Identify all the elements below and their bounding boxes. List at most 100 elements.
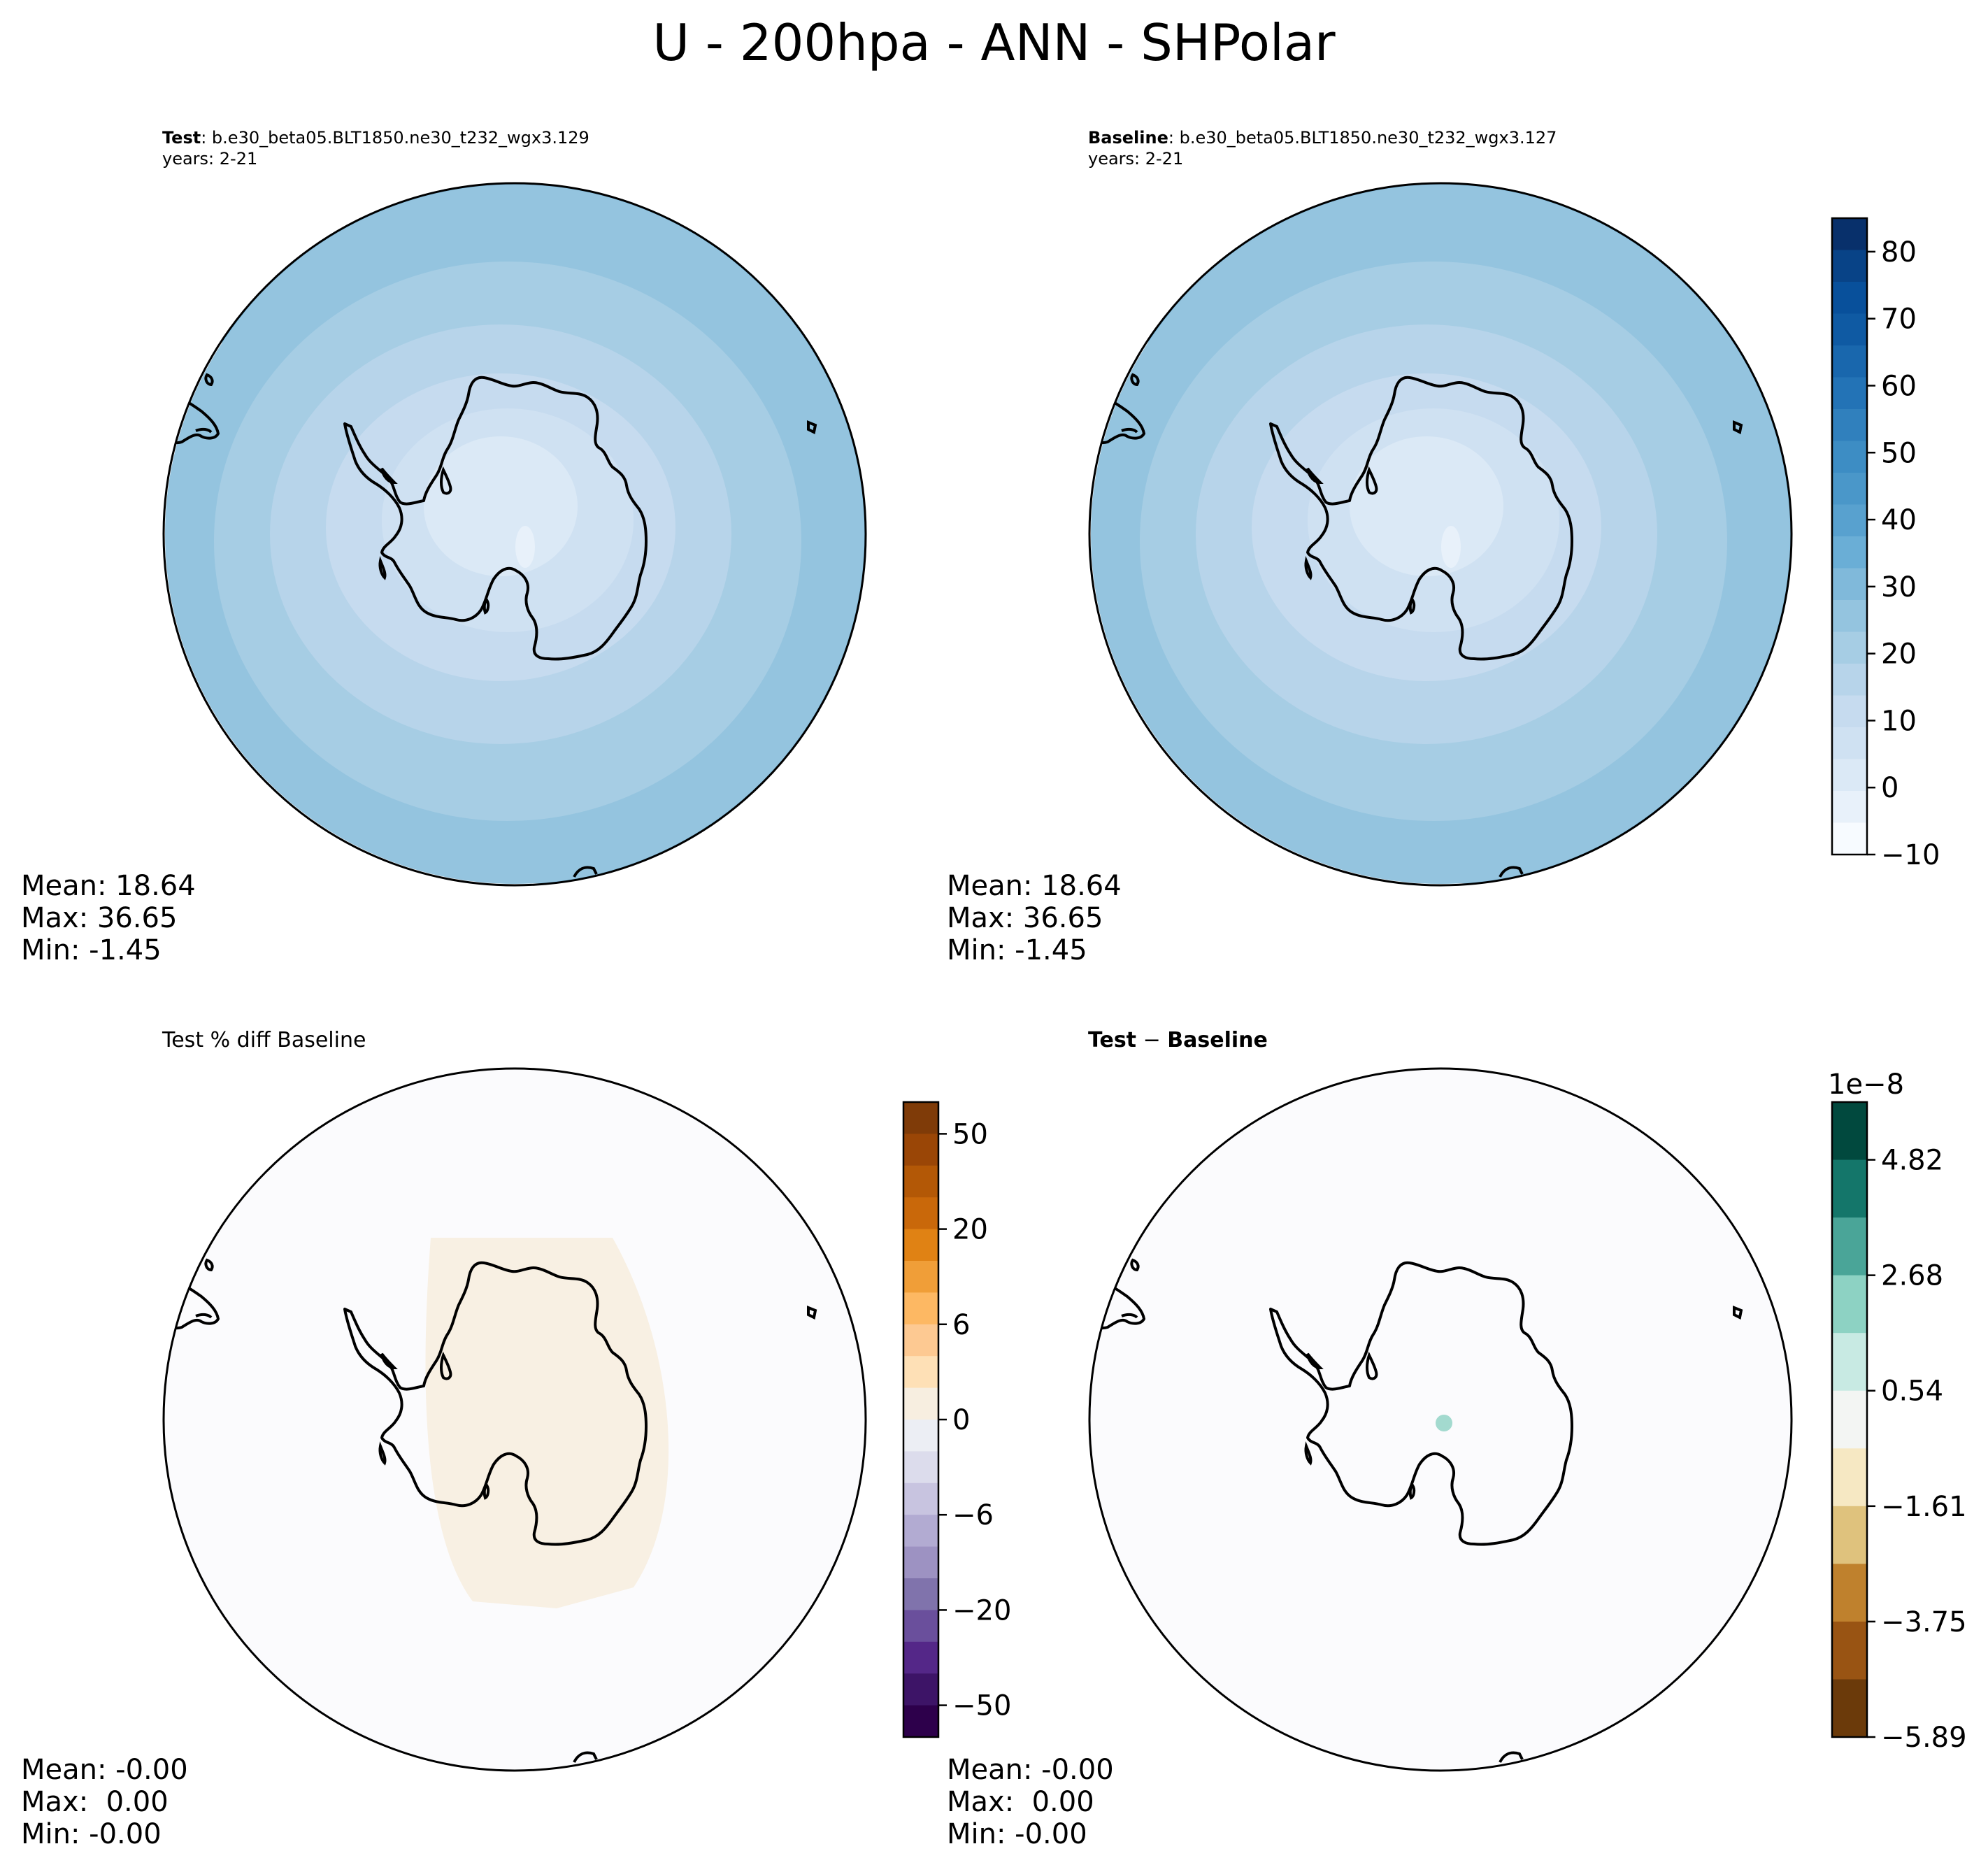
colorbar-pctdiff-segment: [903, 1705, 938, 1738]
colorbar-diff-tick-label: 0.54: [1881, 1375, 1943, 1408]
baseline-max: Max: 36.65: [947, 902, 1103, 934]
colorbar-blues-segment: [1832, 282, 1867, 314]
colorbar-pctdiff-tick-label: −6: [952, 1499, 994, 1531]
map-boundary: [162, 182, 867, 887]
colorbar-blues-segment: [1832, 600, 1867, 632]
colorbar-blues-segment: [1832, 409, 1867, 441]
test-title-bold: Test: [162, 128, 201, 148]
colorbar-blues-segment: [1832, 250, 1867, 283]
colorbar-diff-frame: [1831, 1101, 1868, 1738]
test-years: years: 2-21: [162, 149, 258, 169]
colorbar-blues-segment: [1832, 504, 1867, 537]
colorbar-pctdiff-segment: [903, 1387, 938, 1420]
baseline-panel-title: Baseline: b.e30_beta05.BLT1850.ne30_t232…: [1088, 127, 1557, 148]
test-mean: Mean: 18.64: [21, 870, 196, 902]
colorbar-blues-segment: [1832, 759, 1867, 792]
colorbar-diff-segment: [1832, 1275, 1867, 1334]
colorbar-pctdiff-segment: [903, 1641, 938, 1674]
colorbar-diff-tick-label: −3.75: [1881, 1606, 1967, 1638]
colorbar-diff-segment: [1832, 1159, 1867, 1218]
pct-diff-positive-area: [425, 1238, 669, 1608]
colorbar-blues-tick-label: 70: [1881, 303, 1917, 336]
diff-panel-title: Test − Baseline: [1088, 1028, 1268, 1053]
test-stats: Mean: 18.64 Max: 36.65 Min: -1.45: [21, 870, 196, 966]
colorbar-pctdiff-tick-label: 50: [952, 1118, 988, 1150]
colorbar-diff-tick-label: −1.61: [1881, 1491, 1967, 1523]
colorbar-diff-segment: [1832, 1217, 1867, 1276]
figure-title: U - 200hpa - ANN - SHPolar: [652, 13, 1336, 72]
colorbar-pctdiff-segment: [903, 1420, 938, 1452]
colorbar-blues-segment: [1832, 631, 1867, 664]
island-coastline: [807, 1306, 817, 1320]
baseline-map: [1088, 182, 1793, 887]
colorbar-pctdiff-segment: [903, 1261, 938, 1293]
colorbar-blues-segment: [1832, 727, 1867, 759]
colorbar-pctdiff-segment: [903, 1229, 938, 1262]
colorbar-pctdiff-segment: [903, 1324, 938, 1357]
diff-map: [1088, 1067, 1793, 1772]
colorbar-blues-segment: [1832, 313, 1867, 346]
contour-min-spot: [515, 526, 535, 568]
colorbar-pctdiff: 50 20 6 0 −6 −20 −50: [902, 1101, 1011, 1738]
map-boundary: [1088, 182, 1793, 887]
colorbar-blues-segment: [1832, 377, 1867, 410]
colorbar-diff-segment: [1832, 1102, 1867, 1161]
nz-coastline: [1499, 866, 1524, 878]
baseline-stats: Mean: 18.64 Max: 36.65 Min: -1.45: [947, 870, 1122, 966]
test-map: [162, 182, 867, 887]
colorbar-pctdiff-segment: [903, 1197, 938, 1230]
contour-min-spot: [1441, 526, 1461, 568]
colorbar-blues-tick-label: 20: [1881, 638, 1917, 671]
colorbar-diff-segment: [1832, 1564, 1867, 1622]
colorbar-blues-segment: [1832, 536, 1867, 569]
colorbar-diff: 4.82 2.68 0.54 −1.61 −3.75 −5.89: [1831, 1101, 1967, 1754]
colorbar-diff-segment: [1832, 1679, 1867, 1738]
colorbar-pctdiff-segment: [903, 1451, 938, 1484]
colorbar-blues-tick-label: 30: [1881, 571, 1917, 603]
colorbar-diff-segment: [1832, 1390, 1867, 1449]
colorbar-blues-segment: [1832, 345, 1867, 378]
colorbar-pctdiff-segment: [903, 1578, 938, 1610]
colorbar-pctdiff-tick-label: −50: [952, 1690, 1011, 1722]
diff-max: Max: 0.00: [947, 1786, 1094, 1818]
colorbar-blues: 80 70 60 50 40 30 20 10 0 −10: [1831, 217, 1940, 871]
colorbar-pctdiff-segment: [903, 1134, 938, 1166]
colorbar-blues-segment: [1832, 822, 1867, 855]
colorbar-blues-segment: [1832, 441, 1867, 473]
colorbar-pctdiff-segment: [903, 1356, 938, 1389]
diff-stats: Mean: -0.00 Max: 0.00 Min: -0.00: [947, 1754, 1114, 1850]
colorbar-blues-segment: [1832, 218, 1867, 250]
colorbar-blues-tick-label: 10: [1881, 705, 1917, 737]
colorbar-diff-segment: [1832, 1333, 1867, 1392]
colorbar-pctdiff-tick-label: −20: [952, 1594, 1011, 1627]
colorbar-pctdiff-tick-label: 20: [952, 1214, 988, 1246]
test-min: Min: -1.45: [21, 934, 162, 966]
baseline-mean: Mean: 18.64: [947, 870, 1122, 902]
colorbar-blues-tick-label: 40: [1881, 504, 1917, 536]
island-coastline: [807, 420, 817, 434]
colorbar-blues-tick-label: 50: [1881, 437, 1917, 469]
test-title-rest: : b.e30_beta05.BLT1850.ne30_t232_wgx3.12…: [201, 128, 589, 148]
colorbar-blues-tick-label: −10: [1881, 839, 1940, 871]
colorbar-diff-segment: [1832, 1506, 1867, 1564]
baseline-min: Min: -1.45: [947, 934, 1087, 966]
island-coastline: [1733, 1306, 1743, 1320]
colorbar-diff-segment: [1832, 1448, 1867, 1507]
pctdiff-stats: Mean: -0.00 Max: 0.00 Min: -0.00: [21, 1754, 188, 1850]
pctdiff-min: Min: -0.00: [21, 1818, 162, 1850]
colorbar-diff-tick-label: 4.82: [1881, 1145, 1943, 1177]
colorbar-pctdiff-segment: [903, 1102, 938, 1134]
pctdiff-map: [162, 1067, 867, 1772]
colorbar-blues-frame: [1831, 217, 1868, 856]
map-boundary: [162, 1067, 867, 1772]
colorbar-diff-tick-label: 2.68: [1881, 1260, 1943, 1292]
colorbar-diff-multiplier: 1e−8: [1828, 1069, 1904, 1101]
colorbar-blues-tick-label: 0: [1881, 772, 1898, 804]
test-max: Max: 36.65: [21, 902, 178, 934]
nz-coastline: [573, 866, 598, 878]
colorbar-blues-segment: [1832, 473, 1867, 505]
contour-band-7: [424, 436, 578, 576]
colorbar-diff-tick-label: −5.89: [1881, 1722, 1967, 1754]
colorbar-blues-segment: [1832, 695, 1867, 728]
